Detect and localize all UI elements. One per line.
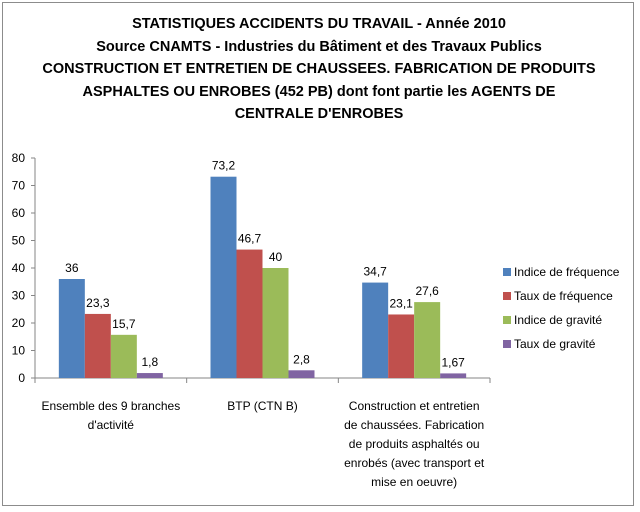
chart-legend: Indice de fréquence Taux de fréquence Indi… [503,265,620,351]
bar [110,334,137,378]
legend-label: Taux de gravité [514,337,596,351]
y-tick-label: 60 [12,206,26,220]
legend-swatch [503,340,511,348]
bar [362,282,389,378]
bar [136,373,163,378]
y-tick-label: 80 [12,151,26,165]
category-label: mise en oeuvre) [371,475,457,489]
bar [262,268,289,378]
bar [210,176,237,378]
data-label: 23,3 [86,296,110,310]
category-label: BTP (CTN B) [227,399,297,413]
category-label: de chaussées. Fabrication [344,418,484,432]
bar [440,373,467,378]
chart-title-line-5: CENTRALE D'ENROBES [234,106,404,122]
data-label: 15,7 [112,317,136,331]
y-tick-label: 20 [12,316,26,330]
chart-title-line-1: STATISTIQUES ACCIDENTS DU TRAVAIL - Anné… [132,16,506,32]
bar [236,249,263,378]
category-label: de produits asphaltés ou [349,437,480,451]
y-tick-label: 10 [12,344,26,358]
legend-label: Taux de fréquence [514,289,613,303]
y-tick-label: 70 [12,179,26,193]
category-label: Ensemble des 9 branches [41,399,180,413]
data-label: 2,8 [293,352,310,366]
legend-swatch [503,268,511,276]
data-label: 1,8 [141,355,158,369]
data-label: 73,2 [212,159,236,173]
legend-swatch [503,292,511,300]
legend-label: Indice de fréquence [514,265,620,279]
data-label: 36 [65,261,79,275]
legend-label: Indice de gravité [514,313,602,327]
chart-title-line-2: Source CNAMTS - Industries du Bâtiment e… [96,38,542,55]
chart-frame: STATISTIQUES ACCIDENTS DU TRAVAIL - Anné… [2,2,634,506]
chart-title: STATISTIQUES ACCIDENTS DU TRAVAIL - Anné… [3,13,635,126]
legend-swatch [503,316,511,324]
chart-title-line-4: ASPHALTES OU ENROBES (452 PB) dont font … [82,83,556,100]
chart-bars [58,176,467,378]
bar [288,370,315,378]
data-label: 40 [269,250,283,264]
bar [388,314,415,378]
bar [58,279,85,378]
data-label: 27,6 [415,284,439,298]
data-label: 1,67 [441,355,465,369]
data-label: 46,7 [238,232,262,246]
y-tick-label: 50 [12,234,26,248]
y-tick-label: 40 [12,261,26,275]
bar [414,302,441,378]
bar [84,313,111,378]
y-tick-label: 0 [18,371,25,385]
y-tick-label: 30 [12,289,26,303]
chart-title-line-3: CONSTRUCTION ET ENTRETIEN DE CHAUSSEES. … [42,61,596,77]
chart-category-labels: Ensemble des 9 branches d'activité BTP (CT… [41,399,484,489]
category-label: Construction et entretien [349,399,480,413]
category-label: enrobés (avec transport et [344,456,485,470]
category-label: d'activité [88,418,135,432]
data-label: 23,1 [389,296,413,310]
chart-data-labels: 36 23,315,7 1,8 73,2 46,7 40 2,8 34,7 23,127,6 1,… [65,159,465,370]
data-label: 34,7 [363,265,387,279]
